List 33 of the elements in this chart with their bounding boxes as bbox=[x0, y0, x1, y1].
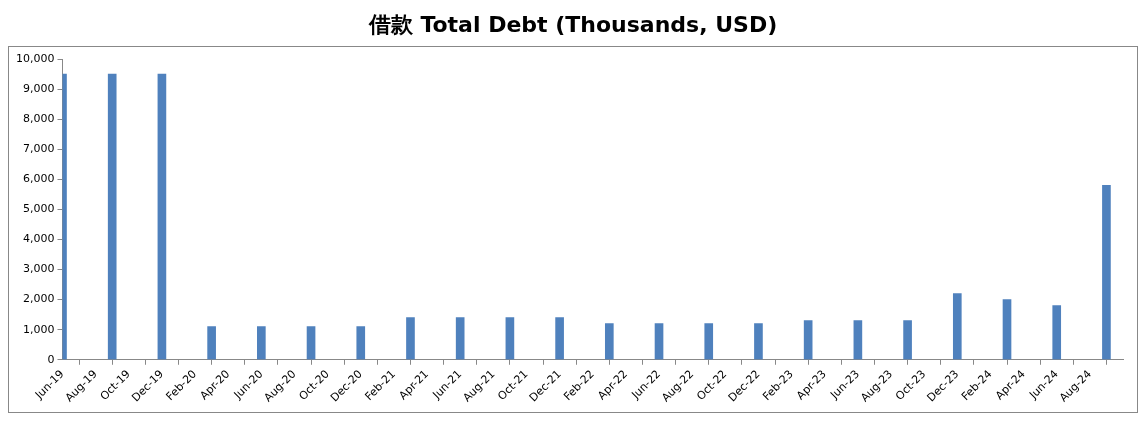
y-tick-label: 1,000 bbox=[22, 322, 55, 336]
bar bbox=[1102, 185, 1111, 360]
bar bbox=[1002, 299, 1012, 360]
y-tick-label: 2,000 bbox=[22, 292, 55, 306]
bar bbox=[555, 317, 564, 360]
bar bbox=[257, 326, 266, 360]
bar bbox=[406, 317, 415, 360]
bar bbox=[505, 317, 515, 360]
bar bbox=[754, 323, 763, 360]
y-tick-label: 10,000 bbox=[15, 51, 55, 65]
y-tick-label: 4,000 bbox=[22, 232, 55, 246]
bar bbox=[952, 293, 962, 360]
bar bbox=[157, 73, 167, 360]
y-tick-label: 9,000 bbox=[22, 81, 55, 95]
bar bbox=[306, 326, 316, 360]
bar bbox=[704, 323, 714, 360]
bar bbox=[1052, 305, 1062, 360]
bar bbox=[604, 323, 614, 360]
y-tick-label: 8,000 bbox=[22, 112, 55, 126]
y-tick-label: 6,000 bbox=[22, 172, 55, 186]
bar bbox=[654, 323, 664, 360]
y-tick-label: 5,000 bbox=[22, 202, 55, 216]
bar bbox=[207, 326, 216, 360]
bar bbox=[903, 320, 912, 360]
bar bbox=[853, 320, 863, 360]
y-tick-label: 3,000 bbox=[22, 262, 55, 276]
bar bbox=[356, 326, 366, 360]
bar bbox=[455, 317, 465, 360]
chart-title: 借款 Total Debt (Thousands, USD) bbox=[367, 11, 779, 39]
y-tick-label: 7,000 bbox=[22, 142, 55, 156]
y-tick-label: 0 bbox=[47, 352, 55, 366]
bar bbox=[803, 320, 813, 360]
bar bbox=[107, 73, 117, 360]
